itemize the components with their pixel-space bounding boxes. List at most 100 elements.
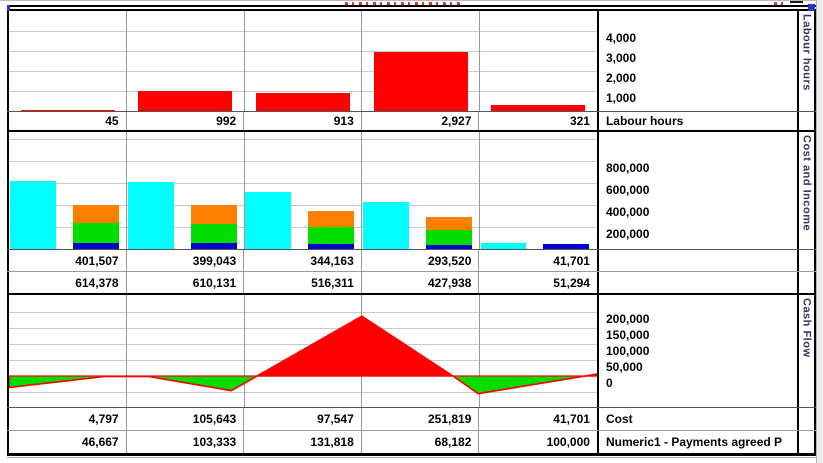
row-label: Cost (596, 408, 797, 430)
value-cell: 992 (127, 112, 245, 130)
cash-flow-y-axis: 200,000 150,000 100,000 50,000 0 (597, 295, 797, 407)
cost-stack-bar-3-seg-2 (308, 227, 355, 245)
gridline (9, 139, 597, 140)
income-bar-3 (245, 192, 292, 249)
cost-stack-bar-1-seg-2 (73, 223, 119, 244)
panel-title-text: Cost and Income (800, 135, 813, 232)
cost-stack-bar-4-seg-2 (425, 230, 472, 245)
panel-labour-hours: 4,000 3,000 2,000 1,000 Labour hours 45 992 9… (7, 11, 816, 132)
cash-flow-plot-area (7, 295, 597, 407)
y-tick-label: 2,000 (606, 71, 637, 85)
value-cell: 103,333 (127, 431, 245, 453)
cost-stack-bar-4-seg-3 (425, 216, 472, 231)
column-separator (478, 295, 480, 407)
clipped-header-text (345, 2, 463, 5)
value-cell: 41,701 (553, 253, 590, 268)
y-tick-label: 800,000 (606, 161, 650, 175)
value-row: 45 992 913 2,927 321 Labour hours (7, 111, 816, 130)
splitter-handle-left-icon (7, 5, 10, 12)
column-separator (243, 132, 245, 249)
column-separator (126, 11, 128, 111)
cost-stack-bar-1-seg-1 (73, 243, 119, 249)
cost-stack-bar-2-seg-3 (190, 205, 237, 224)
value-cell: 68,182 (362, 431, 480, 453)
column-separator (478, 11, 480, 111)
gridline (9, 205, 597, 206)
clipped-header-strip (0, 0, 823, 6)
value-row: 4,797 105,643 97,547 251,819 41,701 Cost (7, 407, 816, 430)
y-tick-label: 50,000 (606, 360, 643, 374)
column-separator (361, 132, 363, 249)
splitter-handle-right-icon (808, 4, 815, 12)
value-cell: 4,797 (7, 408, 127, 430)
gridline (9, 51, 597, 52)
column-separator (243, 11, 245, 111)
panel-cost-and-income: 800,000 600,000 400,000 200,000 Cost and In… (7, 132, 816, 295)
gridline (9, 71, 597, 72)
cost-stack-bar-4-seg-1 (425, 244, 472, 249)
gridline (9, 312, 597, 313)
value-cell: 344,163 (244, 250, 362, 271)
value-cell: 293,520 (362, 250, 480, 271)
cost-income-y-axis: 800,000 600,000 400,000 200,000 (597, 132, 797, 249)
clipped-header-text-2 (774, 2, 788, 5)
y-tick-label: 4,000 (606, 31, 637, 45)
y-tick-label: 3,000 (606, 51, 637, 65)
value-cell: 46,667 (7, 431, 127, 453)
cash-flow-value-rows: 4,797 105,643 97,547 251,819 41,701 Cost 46,66… (7, 407, 816, 453)
value-cell: 2,927 (362, 112, 480, 130)
vertical-strip (796, 272, 816, 293)
value-cell: 131,818 (244, 431, 362, 453)
gridline (9, 31, 597, 32)
cost-stack-bar-1-seg-3 (73, 204, 119, 224)
vertical-strip (796, 250, 816, 271)
gridline (9, 183, 597, 184)
value-cell: 516,311 (244, 272, 362, 293)
labour-hours-value-rows: 45 992 913 2,927 321 Labour hours (7, 111, 816, 130)
value-row: 46,667 103,333 131,818 68,182 100,000 Numeric… (7, 430, 816, 453)
column-separator (361, 11, 363, 111)
cost-stack-bar-2-seg-1 (190, 243, 237, 249)
labour-hours-bar-4 (373, 52, 468, 111)
cost-income-panel-title: Cost and Income (797, 132, 816, 249)
value-cell: 45 (7, 112, 127, 130)
labour-hours-y-axis: 4,000 3,000 2,000 1,000 (597, 11, 797, 111)
panel-cash-flow: 200,000 150,000 100,000 50,000 0 Cash Flow 4… (7, 295, 816, 453)
y-tick-label: 600,000 (606, 183, 650, 197)
window-top-border (7, 5, 816, 11)
value-cell: 100,000 (546, 435, 590, 449)
gridline (9, 344, 597, 345)
window-bottom-border (7, 453, 816, 456)
cost-stack-bar-3-seg-1 (308, 244, 355, 249)
row-label (596, 272, 797, 293)
y-tick-label: 200,000 (606, 227, 650, 241)
income-bar-1 (10, 181, 57, 249)
row-label: Numeric1 - Payments agreed P (596, 431, 797, 453)
gridline (9, 91, 597, 92)
value-cell: 41,701 (553, 412, 590, 426)
value-cell: 399,043 (127, 250, 245, 271)
labour-hours-bar-2 (138, 91, 233, 111)
value-cell: 105,643 (127, 408, 245, 430)
gridline (9, 227, 597, 228)
y-tick-label: 150,000 (606, 328, 650, 342)
value-cell: 913 (244, 112, 362, 130)
income-bar-2 (127, 181, 174, 249)
gridline (9, 161, 597, 162)
cost-stack-bar-2-seg-2 (190, 223, 237, 244)
gridline (9, 328, 597, 329)
panel-title-text: Labour hours (800, 14, 813, 91)
value-cell: 614,378 (7, 272, 127, 293)
y-tick-label: 100,000 (606, 344, 650, 358)
value-cell: 251,819 (362, 408, 480, 430)
y-tick-label: 200,000 (606, 312, 650, 326)
value-cell: 401,507 (7, 250, 127, 271)
vertical-strip (796, 112, 816, 130)
cost-stack-bar-3-seg-3 (308, 211, 355, 228)
value-cell: 321 (569, 114, 590, 128)
column-separator (478, 132, 480, 249)
vertical-strip (796, 408, 816, 430)
labour-hours-bar-5 (491, 104, 586, 111)
y-tick-label: 0 (606, 376, 613, 390)
